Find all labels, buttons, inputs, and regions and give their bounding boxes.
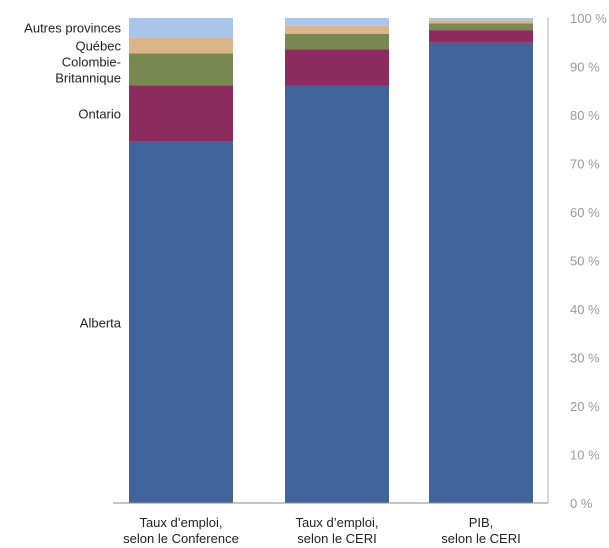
segment-label-colombie-britannique: Colombie-Britannique xyxy=(55,54,121,85)
y-tick-label: 100 % xyxy=(570,11,607,26)
y-tick-label: 10 % xyxy=(570,448,600,463)
y-tick-label: 90 % xyxy=(570,60,600,75)
bar-segment-quebec-2 xyxy=(285,25,389,35)
bar-segment-quebec-3 xyxy=(429,20,533,24)
segment-label-autres-provinces: Autres provinces xyxy=(24,21,121,36)
bar-segment-colombie-britannique-3 xyxy=(429,23,533,31)
bar-segment-autres-provinces-2 xyxy=(285,18,389,26)
bar-segment-alberta-2 xyxy=(285,85,389,504)
bar-segment-alberta-1 xyxy=(129,141,233,504)
bars-group xyxy=(129,18,533,504)
y-tick-label: 0 % xyxy=(570,496,593,511)
y-tick-label: 30 % xyxy=(570,351,600,366)
y-axis-ticks: 0 % 10 % 20 % 30 % 40 % 50 % 60 % 70 % 80 % 90 % 1… xyxy=(570,11,607,511)
segment-labels: Alberta Ontario Colombie-BritanniqueQuébec… xyxy=(24,21,122,331)
bar-segment-autres-provinces-3 xyxy=(429,18,533,21)
segment-label-ontario: Ontario xyxy=(78,107,121,122)
bar-segment-autres-provinces-1 xyxy=(129,18,233,38)
segment-label-alberta: Alberta xyxy=(80,315,122,330)
bar-segment-colombie-britannique-1 xyxy=(129,53,233,86)
y-tick-label: 60 % xyxy=(570,205,600,220)
y-tick-label: 80 % xyxy=(570,108,600,123)
x-category-label: Taux d’emploi, selon le Conference xyxy=(123,515,239,546)
x-category-label: Taux d’emploi, selon le CERI xyxy=(295,515,378,546)
y-tick-label: 70 % xyxy=(570,157,600,172)
y-tick-label: 40 % xyxy=(570,302,600,317)
y-tick-label: 50 % xyxy=(570,254,600,269)
bar-segment-ontario-3 xyxy=(429,30,533,43)
bar-segment-alberta-3 xyxy=(429,42,533,504)
bar-segment-quebec-1 xyxy=(129,37,233,54)
bar-segment-colombie-britannique-2 xyxy=(285,34,389,50)
segment-label-quebec: Québec xyxy=(75,38,121,53)
y-tick-label: 20 % xyxy=(570,399,600,414)
x-axis-categories: Taux d’emploi, selon le Conference Taux d’… xyxy=(123,515,521,546)
bar-segment-ontario-2 xyxy=(285,49,389,86)
x-category-label: PIB, selon le CERI xyxy=(441,515,520,546)
bar-segment-ontario-1 xyxy=(129,85,233,142)
